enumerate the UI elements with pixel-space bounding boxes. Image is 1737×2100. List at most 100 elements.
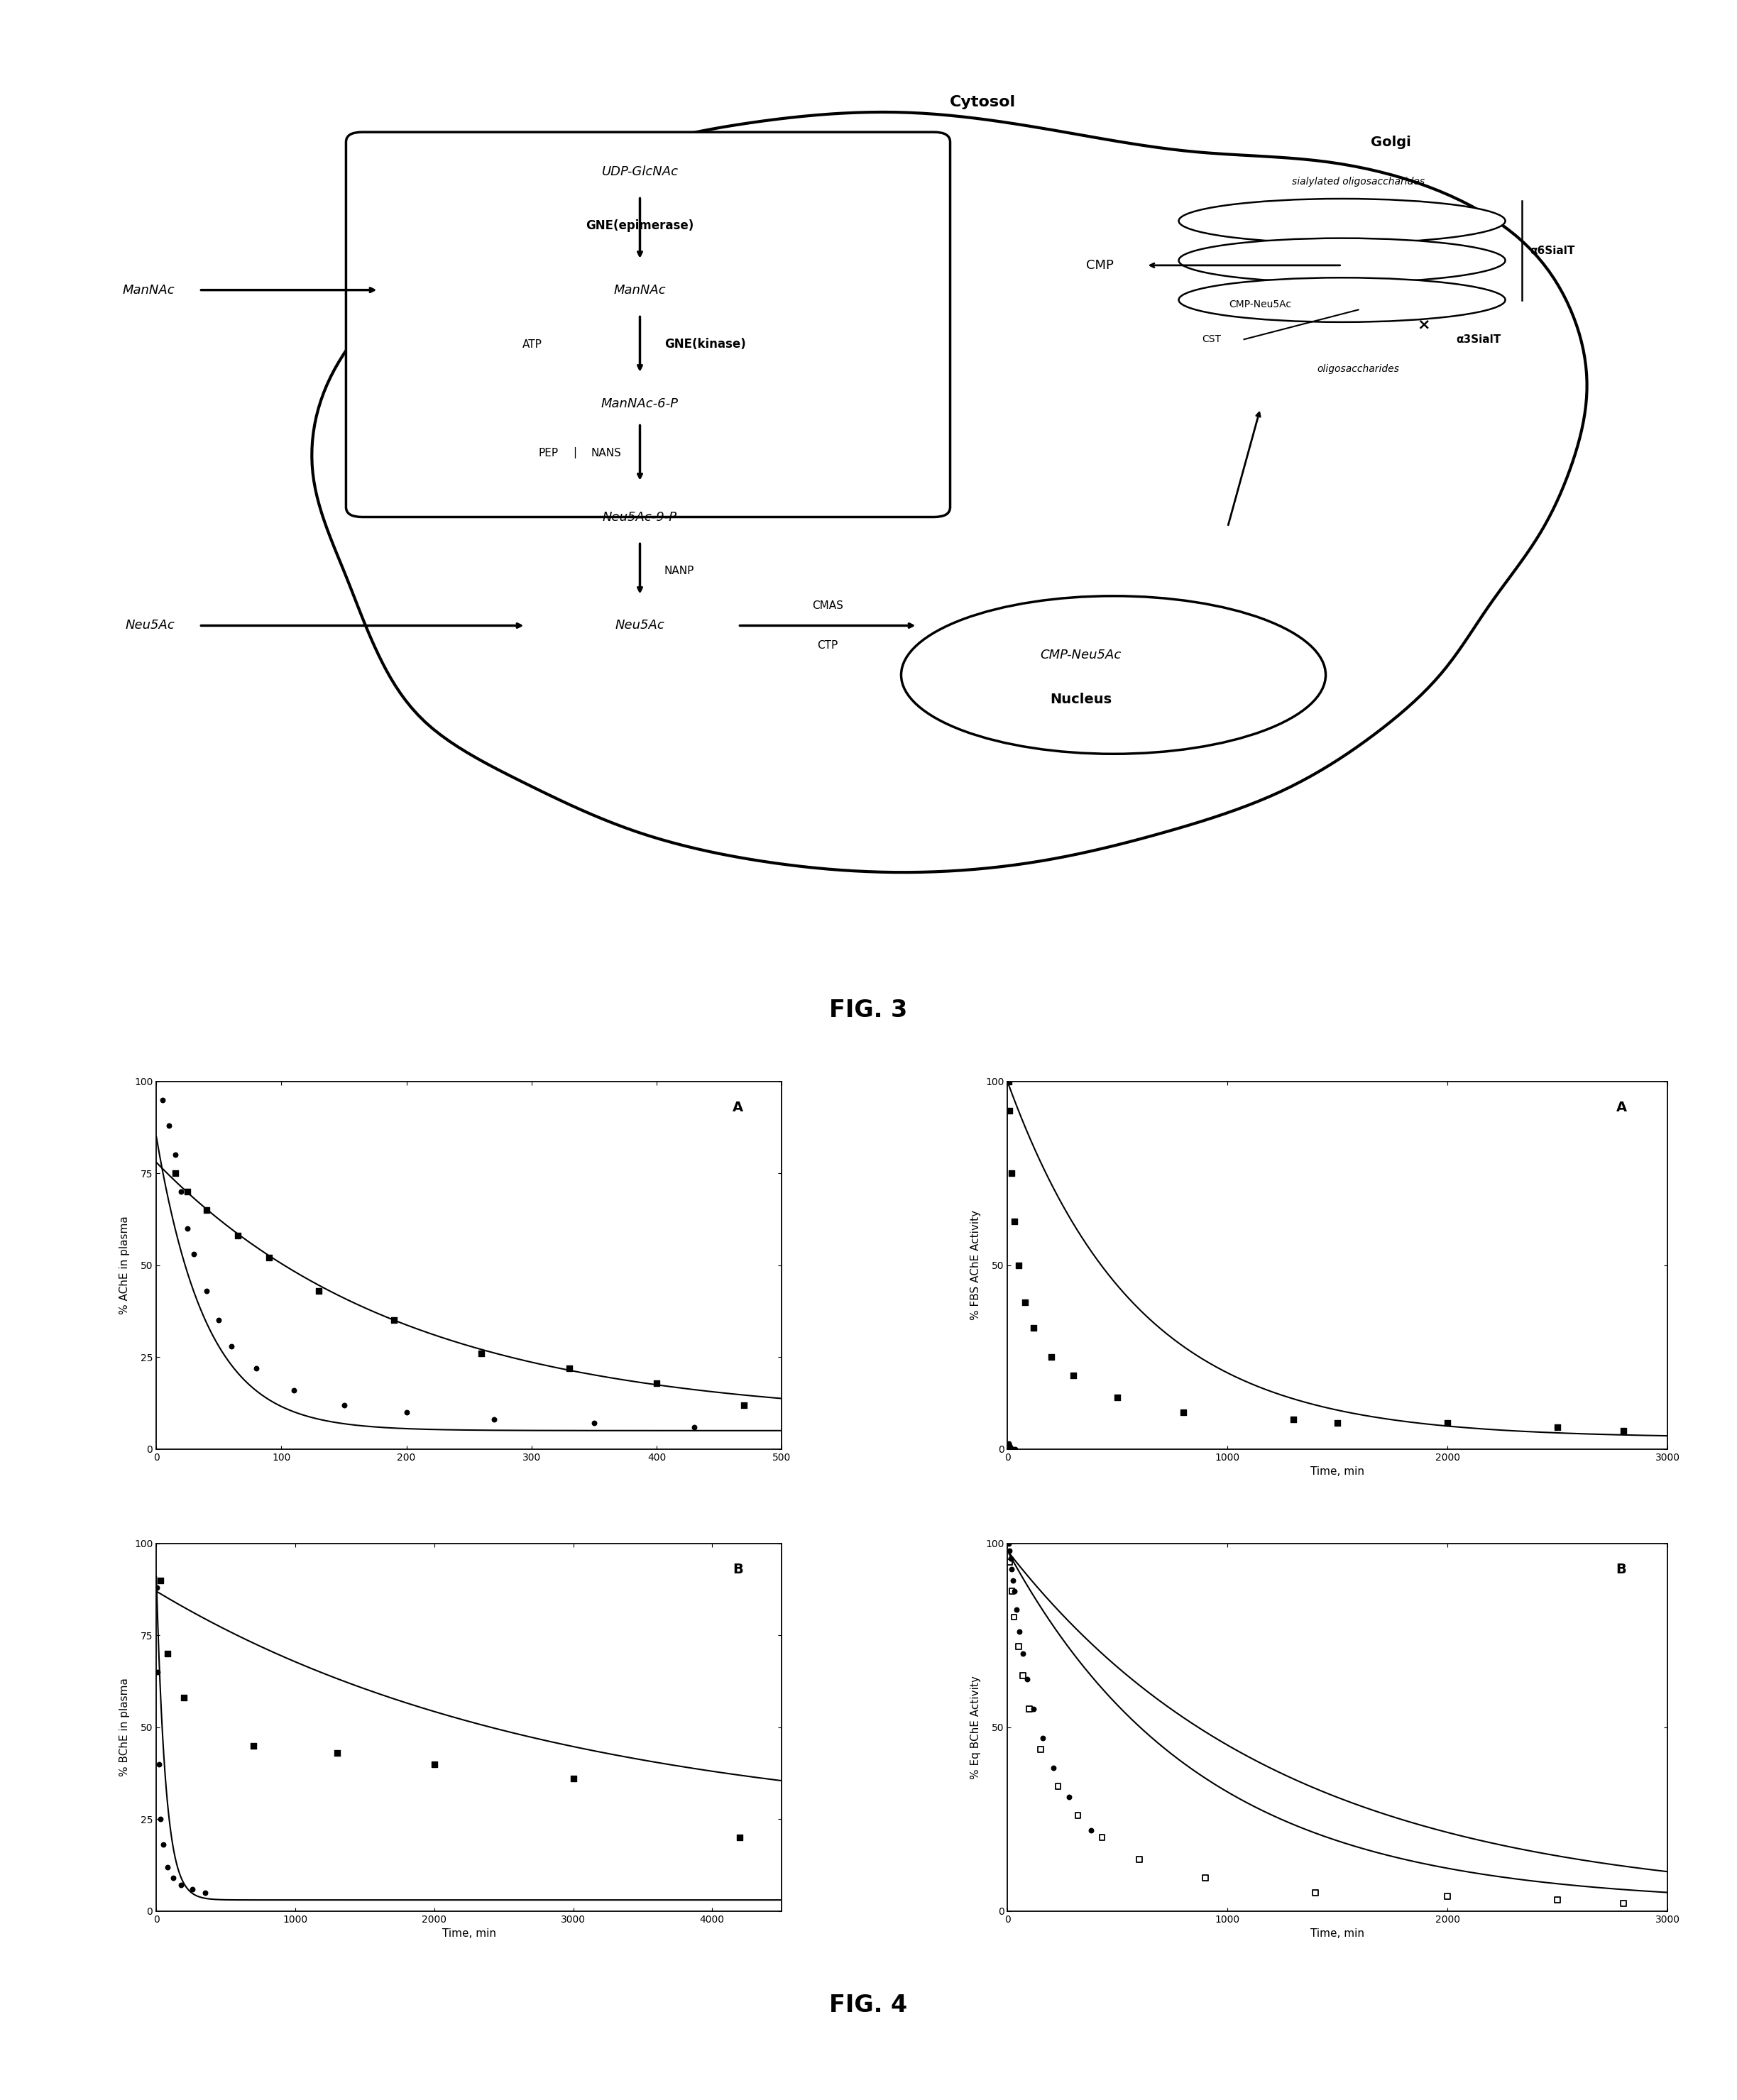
Point (1004, 1630, 1032, 1663)
Point (995, 1527, 1023, 1560)
Point (1169, 1396, 1197, 1430)
Point (179, 1873, 207, 1907)
Point (1280, 1403, 1308, 1436)
Point (1301, 1875, 1329, 1909)
Ellipse shape (1179, 237, 1506, 284)
Point (153, 1638, 181, 1672)
Point (167, 1176, 195, 1210)
Text: NANP: NANP (664, 567, 695, 578)
Point (995, 1426, 1023, 1459)
Point (170, 1680, 198, 1714)
Text: FIG. 3: FIG. 3 (829, 1000, 908, 1023)
Point (420, 1747, 448, 1781)
Point (144, 1655, 172, 1688)
Point (149, 1084, 177, 1117)
Point (995, 1094, 1023, 1128)
Point (181, 1237, 208, 1270)
Point (1013, 1663, 1040, 1697)
Point (1087, 1821, 1115, 1854)
Point (999, 1552, 1027, 1586)
Point (162, 1138, 189, 1172)
Point (479, 1403, 507, 1436)
Point (1324, 1407, 1351, 1441)
Point (1004, 1247, 1032, 1281)
Text: α6SialT: α6SialT (1530, 246, 1575, 256)
Point (174, 1212, 201, 1245)
Point (999, 1157, 1027, 1191)
Point (193, 1275, 221, 1308)
Text: ATP: ATP (523, 338, 542, 349)
Point (323, 1737, 351, 1770)
Text: ManNAc: ManNAc (122, 284, 174, 296)
Text: GNE(kinase): GNE(kinase) (664, 338, 745, 351)
Text: α3SialT: α3SialT (1456, 334, 1501, 344)
Y-axis label: % AChE in plasma: % AChE in plasma (120, 1216, 130, 1315)
Point (1103, 1382, 1131, 1415)
Text: GNE(epimerase): GNE(epimerase) (585, 220, 695, 233)
Text: CMP: CMP (1086, 258, 1113, 271)
Point (999, 1432, 1027, 1466)
Point (1020, 1693, 1047, 1726)
X-axis label: Time, min: Time, min (441, 1928, 497, 1938)
Text: sialylated oligosaccharides: sialylated oligosaccharides (1292, 176, 1424, 187)
Point (306, 1275, 334, 1308)
Point (1433, 1407, 1461, 1441)
Text: PEP: PEP (538, 447, 558, 458)
Text: Cytosol: Cytosol (950, 94, 1016, 109)
Text: A: A (733, 1100, 743, 1113)
Point (1001, 1205, 1028, 1239)
Point (243, 1352, 271, 1386)
Point (1016, 1693, 1044, 1726)
Point (1001, 1575, 1028, 1609)
Point (1002, 1592, 1030, 1625)
Point (1037, 1340, 1065, 1373)
Point (997, 1541, 1025, 1575)
Y-axis label: % Eq BChE Activity: % Eq BChE Activity (971, 1676, 981, 1779)
Text: Neu5Ac: Neu5Ac (615, 620, 665, 632)
Point (1610, 1888, 1638, 1919)
Text: NANS: NANS (591, 447, 622, 458)
Text: ManNAc: ManNAc (613, 284, 665, 296)
Point (393, 1396, 420, 1430)
Point (1192, 1861, 1219, 1894)
Text: Nucleus: Nucleus (1049, 693, 1112, 706)
Point (146, 1747, 174, 1781)
Point (146, 1802, 174, 1835)
Text: CMAS: CMAS (813, 601, 842, 611)
Text: A: A (1615, 1100, 1626, 1113)
Point (1001, 1432, 1028, 1466)
Text: Golgi: Golgi (1370, 134, 1410, 149)
Point (153, 1850, 181, 1884)
Text: CMP-Neu5Ac: CMP-Neu5Ac (1230, 300, 1292, 311)
Text: |: | (573, 447, 577, 458)
Point (167, 1869, 195, 1903)
Text: B: B (1615, 1562, 1626, 1575)
Text: Neu5Ac: Neu5Ac (125, 620, 174, 632)
Point (1040, 1751, 1068, 1785)
Ellipse shape (902, 596, 1325, 754)
Point (162, 1157, 189, 1191)
Point (191, 1875, 219, 1909)
Point (1009, 1638, 1037, 1672)
Point (1433, 1879, 1461, 1913)
Point (1065, 1798, 1093, 1831)
Point (999, 1575, 1027, 1609)
Point (160, 1861, 188, 1894)
Point (240, 1728, 267, 1762)
Point (330, 1388, 358, 1422)
Point (999, 1562, 1027, 1598)
Point (1544, 1411, 1572, 1445)
Text: B: B (733, 1562, 743, 1575)
Point (1006, 1615, 1034, 1648)
X-axis label: Time, min: Time, min (1310, 1466, 1365, 1476)
Point (467, 1338, 495, 1371)
Point (643, 1367, 670, 1401)
Ellipse shape (1179, 200, 1506, 244)
Point (1011, 1285, 1039, 1319)
Text: ×: × (1417, 317, 1430, 332)
Point (1060, 1359, 1087, 1392)
Point (995, 1065, 1023, 1098)
Point (380, 1304, 408, 1338)
Point (580, 1407, 608, 1441)
PathPatch shape (313, 111, 1588, 871)
